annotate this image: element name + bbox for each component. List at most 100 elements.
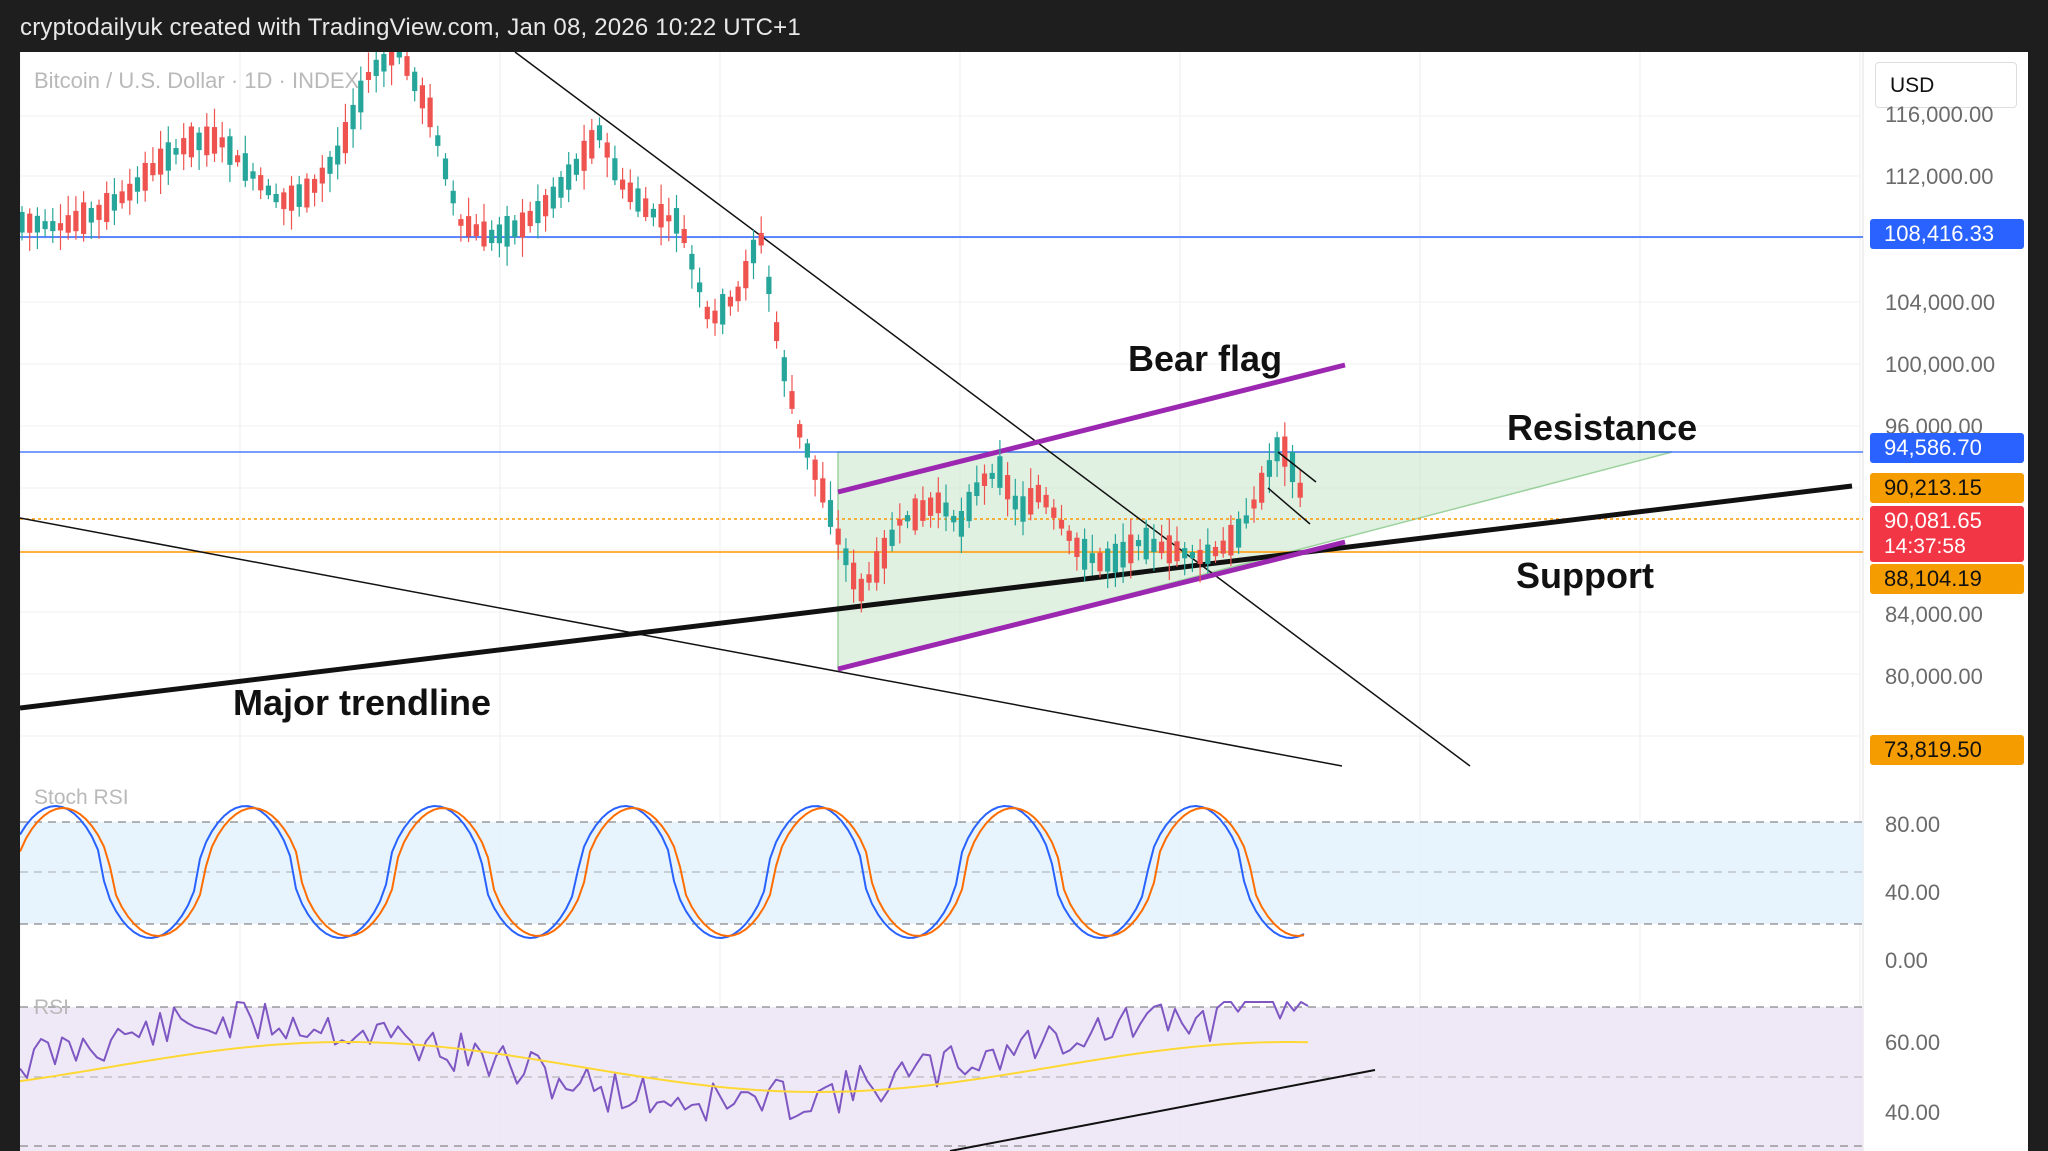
candle-body <box>42 221 48 230</box>
candle-body <box>1035 484 1041 503</box>
candle-body <box>697 282 703 293</box>
candle-body <box>589 130 595 159</box>
candle-body <box>442 158 449 180</box>
candle-body <box>204 126 210 156</box>
candle-body <box>273 193 279 203</box>
candle-body <box>373 59 379 76</box>
candle-body <box>1274 437 1280 462</box>
candle-body <box>966 491 972 522</box>
candle-body <box>612 158 618 181</box>
candle-body <box>797 424 803 438</box>
candle-body <box>1220 540 1226 554</box>
candle-body <box>1205 544 1211 564</box>
candle-body <box>312 178 318 193</box>
candle-body <box>519 212 526 238</box>
candle-body <box>789 391 795 409</box>
rsi-ma-line <box>20 1041 1309 1093</box>
candle-body <box>581 140 587 171</box>
candle-body <box>1051 507 1057 518</box>
annotation-major-trendline[interactable]: Major trendline <box>233 682 492 723</box>
candle-body <box>958 510 964 537</box>
candle-body <box>681 228 687 244</box>
stoch-d-line <box>20 807 1305 937</box>
rsi-tick: 60.00 <box>1885 1030 1941 1055</box>
candle-body <box>419 85 425 109</box>
candle-body <box>142 162 148 191</box>
candle-body <box>989 472 995 479</box>
annotation-bear-flag[interactable]: Bear flag <box>1128 338 1283 379</box>
candle-body <box>1012 495 1018 510</box>
candle-body <box>427 97 433 128</box>
recent-flag-line <box>1267 487 1311 525</box>
candle-body <box>735 286 741 302</box>
candle-body <box>1089 553 1095 564</box>
candle-body <box>250 171 256 179</box>
candle-body <box>1105 548 1111 572</box>
candle-body <box>119 191 125 204</box>
candle-body <box>997 456 1003 488</box>
candle-body <box>1159 541 1165 554</box>
candle-body <box>181 138 187 155</box>
candle-body <box>943 502 949 517</box>
candle-body <box>188 126 194 158</box>
currency-selector[interactable]: USD <box>1875 62 2017 108</box>
candle-body <box>1212 546 1219 557</box>
price-tick: 116,000.00 <box>1885 102 1994 127</box>
candle-body <box>1282 436 1288 467</box>
candle-body <box>689 253 695 270</box>
candle-body <box>781 357 787 382</box>
candle-body <box>974 482 980 497</box>
candle-body <box>73 210 79 232</box>
candle-body <box>1028 488 1034 515</box>
candle-body <box>643 198 649 218</box>
chart-canvas[interactable] <box>20 52 2028 1151</box>
candle-body <box>335 145 341 165</box>
price-level-badge: 94,586.70 <box>1870 433 2024 463</box>
price-tick: 80,000.00 <box>1885 664 1983 689</box>
candle-body <box>851 562 857 590</box>
candle-body <box>150 163 156 176</box>
rsi-line <box>20 1001 1309 1122</box>
candle-body <box>342 122 348 154</box>
candle-body <box>258 175 264 191</box>
candle-body <box>242 153 248 181</box>
candle-body <box>327 156 333 174</box>
stoch-rsi-title: Stoch RSI <box>34 786 129 809</box>
price-tick: 104,000.00 <box>1885 290 1996 315</box>
candle-body <box>304 178 310 208</box>
candle-body <box>458 219 464 226</box>
candle-body <box>920 500 926 521</box>
candle-body <box>20 211 25 233</box>
candle-body <box>81 202 87 234</box>
candle-body <box>281 192 287 210</box>
candle-body <box>134 177 141 192</box>
candle-body <box>88 207 94 223</box>
candle-body <box>27 213 33 233</box>
candle-body <box>1174 541 1180 562</box>
candle-body <box>1074 537 1080 557</box>
candle-body <box>365 72 372 80</box>
chart-area[interactable]: Bitcoin / U.S. Dollar · 1D · INDEX USD 1… <box>20 52 2028 1151</box>
candle-body <box>512 220 518 238</box>
candle-body <box>951 515 957 523</box>
candle-body <box>1266 460 1272 477</box>
candle-body <box>1297 482 1303 498</box>
annotation-resistance[interactable]: Resistance <box>1507 407 1698 448</box>
candle-body <box>1058 519 1065 529</box>
bar-countdown: 14:37:58 <box>1884 535 1966 558</box>
candle-body <box>396 52 402 58</box>
candle-body <box>704 306 710 320</box>
price-level-badge: 73,819.50 <box>1870 735 2024 765</box>
candle-body <box>627 182 633 203</box>
symbol-label: Bitcoin / U.S. Dollar · 1D · INDEX <box>34 68 360 93</box>
rsi-band <box>20 1007 1863 1151</box>
price-tick: 84,000.00 <box>1885 602 1983 627</box>
bear-flag-upper <box>837 362 1346 495</box>
annotation-support[interactable]: Support <box>1516 555 1654 596</box>
candle-body <box>758 232 764 246</box>
candle-body <box>866 574 872 583</box>
candle-body <box>750 239 757 264</box>
stoch-k-line <box>20 805 1305 939</box>
candle-body <box>981 473 988 486</box>
candle-body <box>712 310 718 324</box>
